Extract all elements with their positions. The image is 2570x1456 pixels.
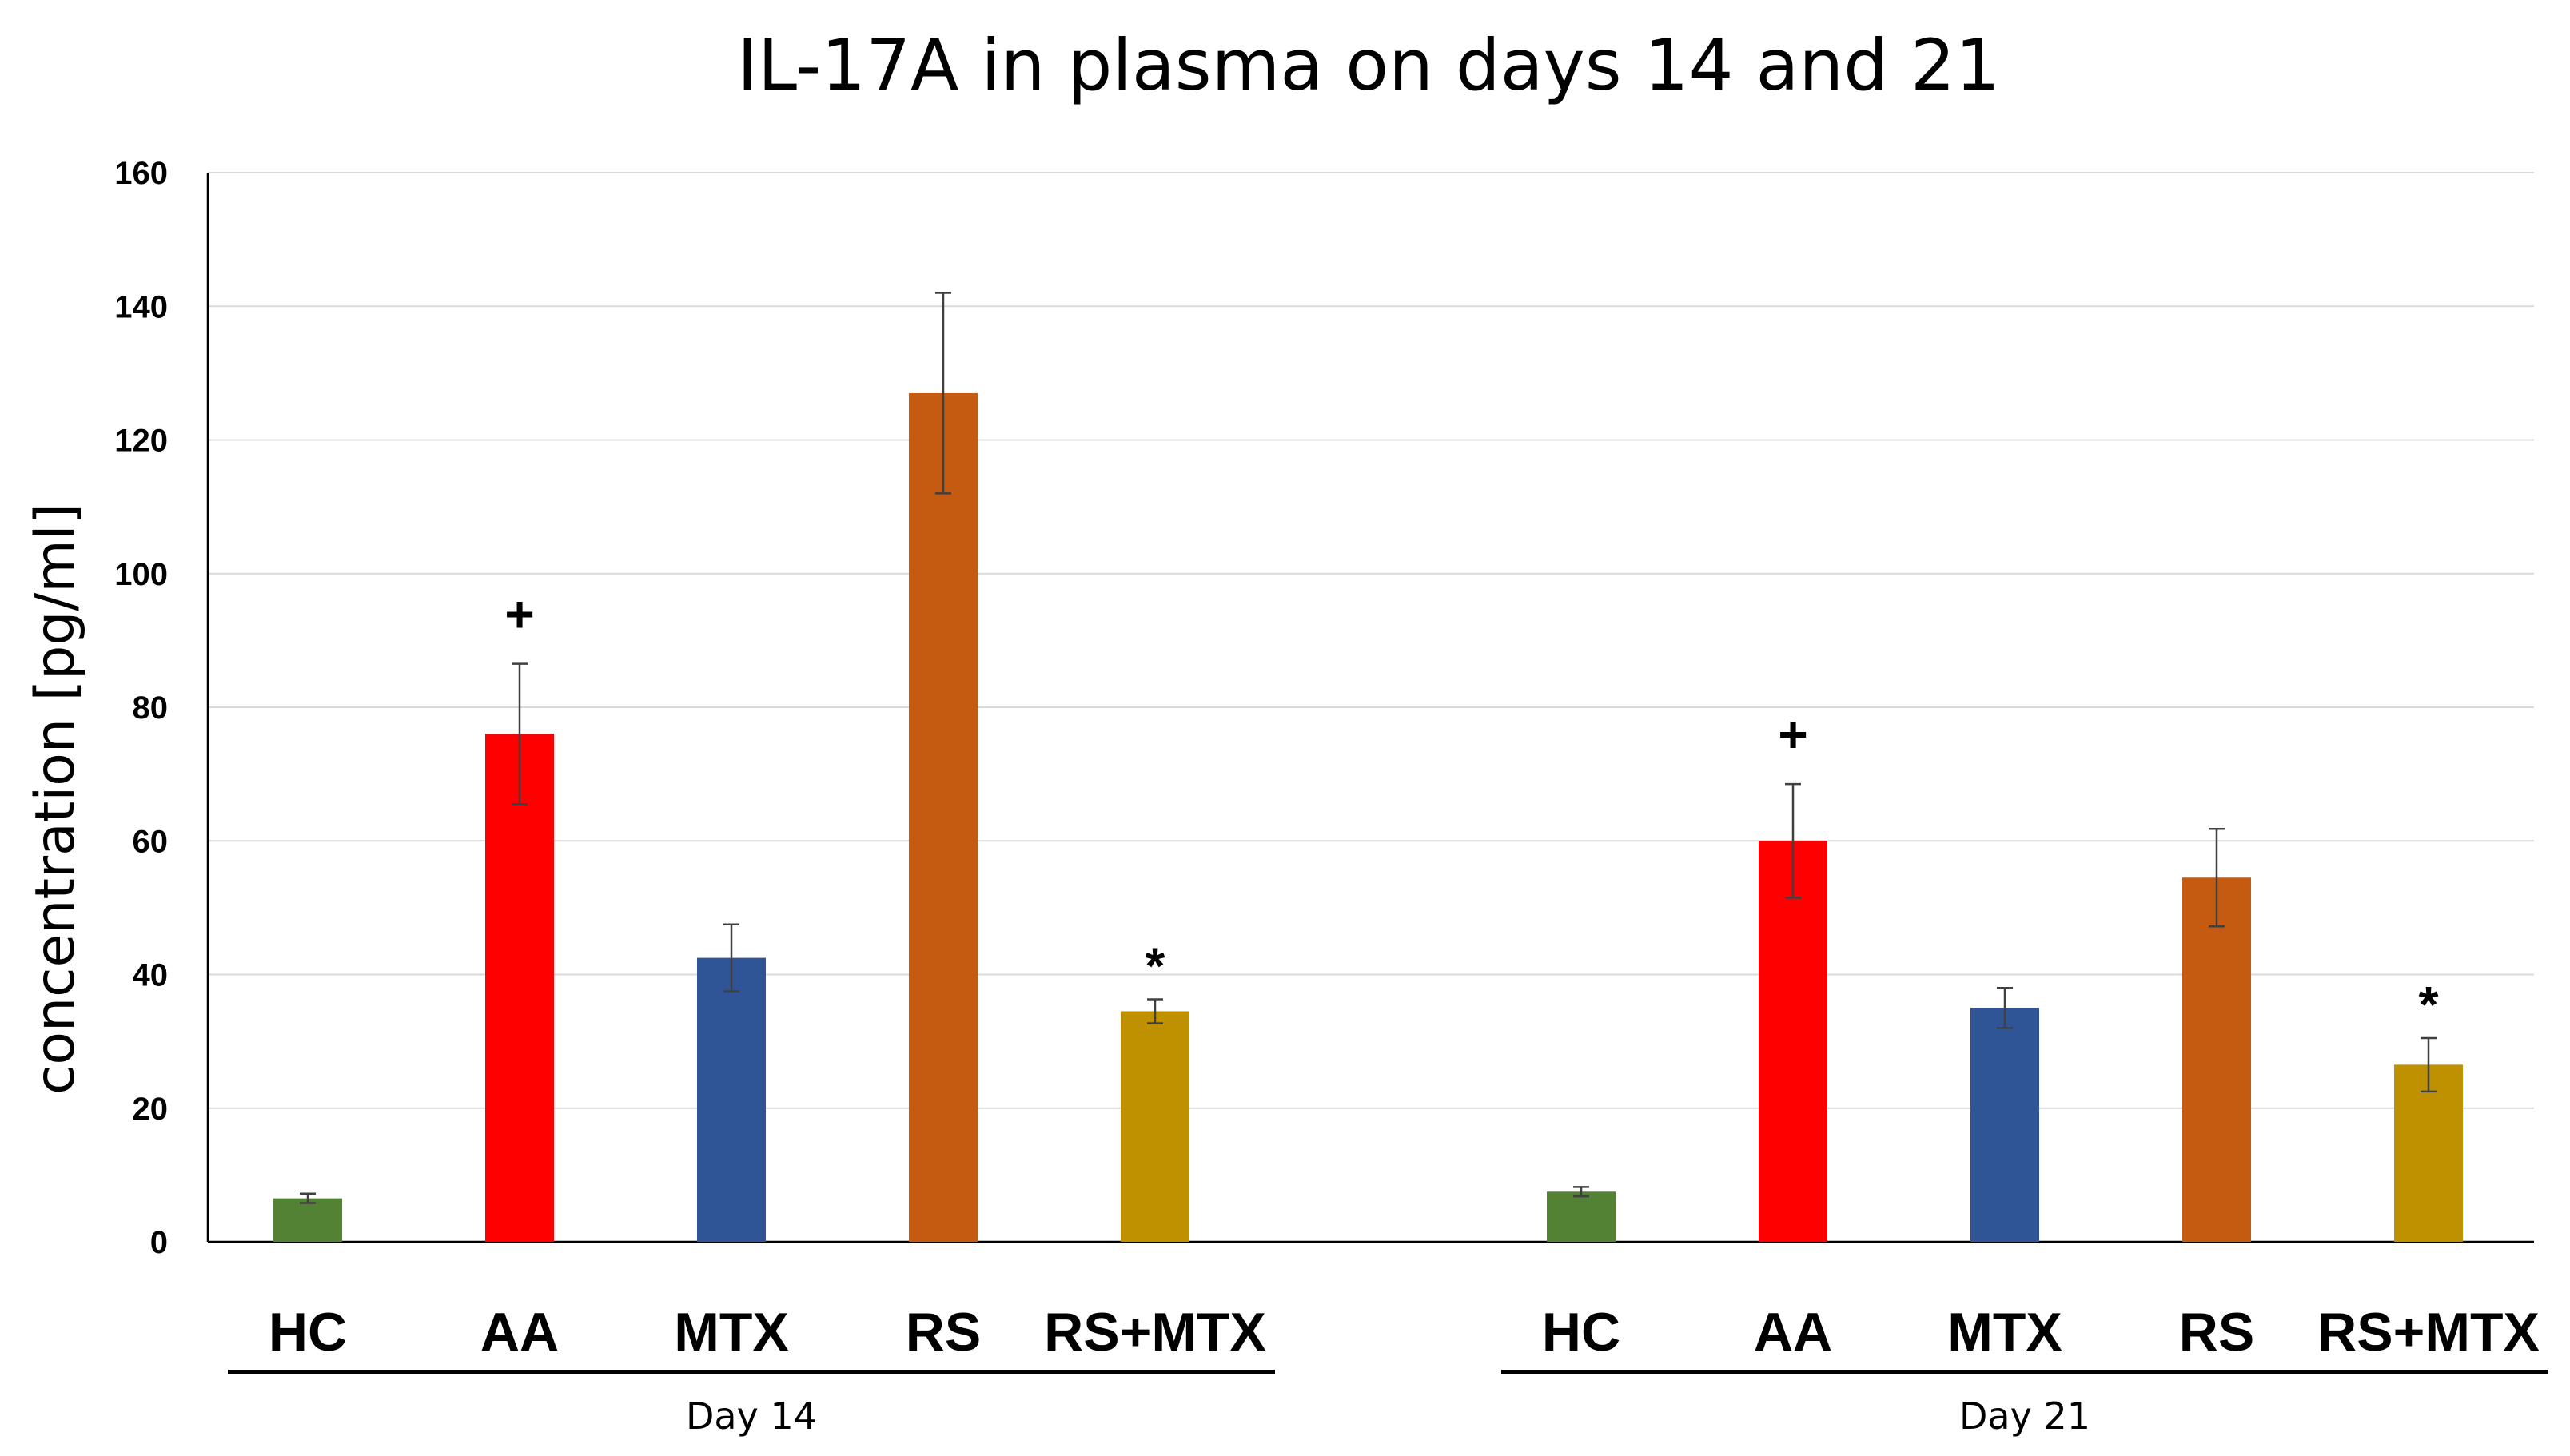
- category-label: RS: [2179, 1302, 2254, 1363]
- y-tick-label: 140: [114, 289, 168, 324]
- bar-mtx-day-21: [1970, 1008, 2039, 1242]
- group-label: Day 21: [1959, 1394, 2090, 1438]
- bar-aa-day-14: [485, 734, 554, 1242]
- category-label: HC: [269, 1302, 347, 1363]
- category-label: MTX: [1947, 1302, 2062, 1363]
- y-tick-label: 40: [133, 958, 169, 993]
- significance-marker: +: [1778, 706, 1807, 763]
- bar-rs-mtx-day-14: [1121, 1011, 1189, 1242]
- category-label: RS: [906, 1302, 981, 1363]
- chart-title: IL-17A in plasma on days 14 and 21: [737, 24, 2000, 106]
- bars: + * + *: [273, 292, 2463, 1242]
- y-axis-label: concentration [pg/ml]: [24, 503, 87, 1095]
- y-tick-labels: 0 20 40 60 80 100 120 140 160: [114, 156, 168, 1260]
- gridlines: [208, 172, 2534, 1109]
- y-tick-label: 100: [114, 557, 168, 592]
- y-tick-label: 160: [114, 156, 168, 191]
- category-label: AA: [480, 1302, 559, 1363]
- y-tick-label: 120: [114, 424, 168, 459]
- significance-marker: *: [1146, 937, 1165, 994]
- significance-marker: *: [2419, 976, 2439, 1033]
- y-tick-label: 80: [133, 690, 169, 726]
- bar-rs-mtx-day-21: [2394, 1064, 2463, 1242]
- y-tick-label: 20: [133, 1092, 169, 1127]
- category-label: MTX: [674, 1302, 789, 1363]
- category-label: RS+MTX: [2317, 1302, 2540, 1363]
- bar-hc-day-21: [1547, 1191, 1616, 1242]
- category-labels: HC AA MTX RS RS+MTX HC AA MTX RS RS+MTX: [269, 1302, 2540, 1363]
- group-label: Day 14: [686, 1394, 817, 1438]
- group-labels: Day 14 Day 21: [228, 1370, 2548, 1438]
- bar-rs-day-14: [909, 392, 978, 1242]
- bar-rs-day-21: [2182, 877, 2251, 1242]
- bar-mtx-day-14: [697, 957, 766, 1242]
- bar-aa-day-21: [1759, 841, 1827, 1242]
- y-tick-label: 0: [150, 1225, 168, 1260]
- significance-marker: +: [504, 586, 534, 643]
- category-label: AA: [1754, 1302, 1832, 1363]
- category-label: RS+MTX: [1044, 1302, 1266, 1363]
- y-tick-label: 60: [133, 824, 169, 859]
- category-label: HC: [1542, 1302, 1620, 1363]
- bar-hc-day-14: [273, 1198, 342, 1242]
